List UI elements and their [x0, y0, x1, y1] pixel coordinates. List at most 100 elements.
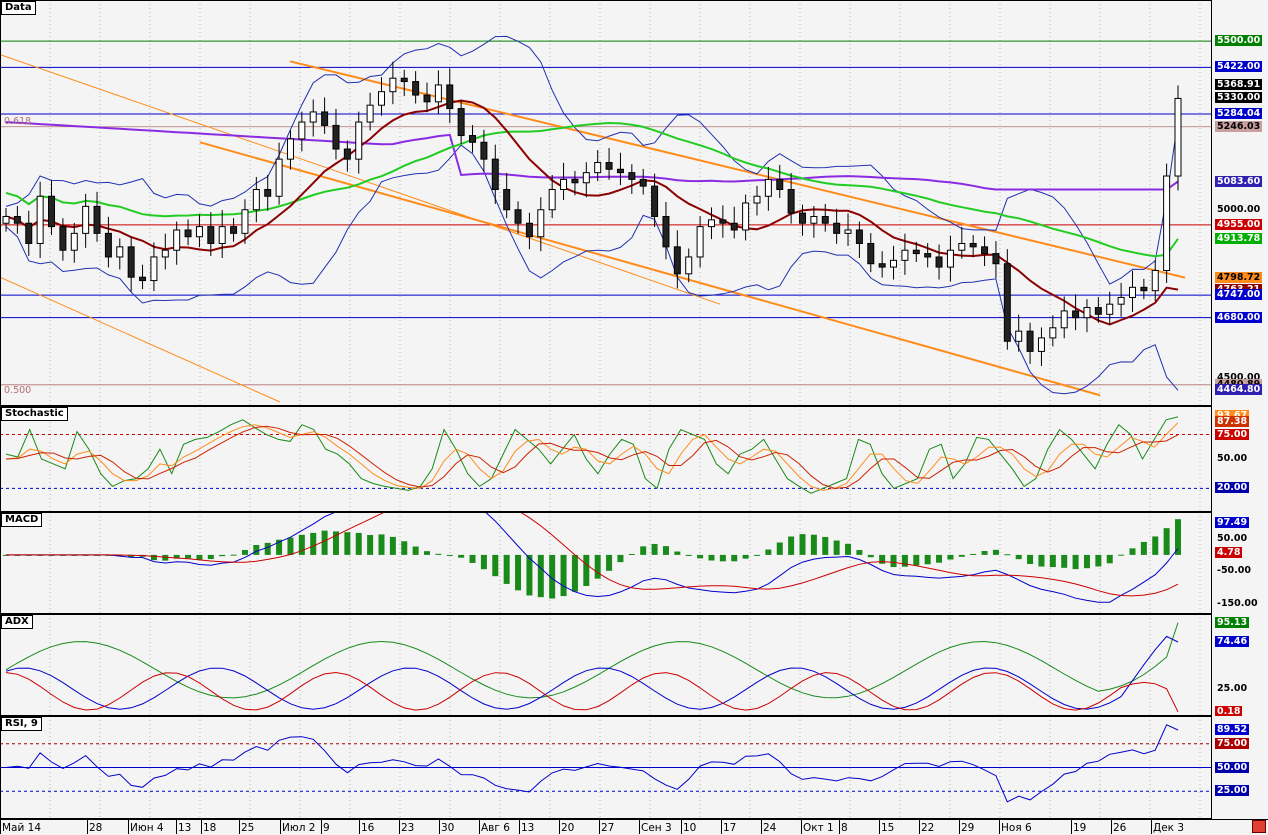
candle-body [685, 256, 693, 275]
rsi-line [5, 724, 1179, 803]
candle [332, 108, 340, 160]
candle [639, 168, 647, 195]
time-axis-label: 27 [601, 822, 615, 834]
adx-panel-title: ADX [1, 615, 33, 629]
time-axis-label: 24 [763, 822, 777, 834]
candle [1083, 299, 1091, 333]
axis-label: 5422.00 [1215, 61, 1263, 72]
time-axis-tick [639, 820, 640, 834]
stochastic-chart[interactable] [0, 406, 1268, 512]
candle [412, 71, 420, 104]
axis-label: 4747.00 [1215, 289, 1263, 300]
candle [969, 235, 977, 258]
candle-body [241, 209, 249, 234]
candle [833, 208, 841, 244]
candle [82, 193, 90, 248]
scroll-button[interactable] [1252, 820, 1266, 833]
time-axis-tick [201, 820, 202, 834]
candle [36, 181, 44, 258]
time-axis-tick [761, 820, 762, 834]
candle-body [867, 242, 875, 265]
candle [127, 236, 135, 292]
candle [400, 69, 408, 97]
macd-histogram-bar [992, 549, 999, 555]
macd-histogram-bar [856, 550, 863, 555]
candle-body [571, 178, 579, 184]
adx-panel: ADX 95.13 74.46 25.00 0.18 [0, 614, 1268, 717]
macd-histogram-bar [1049, 554, 1056, 568]
macd-histogram-bar [401, 541, 408, 555]
candle-body [1163, 175, 1171, 271]
candle-body [514, 209, 522, 224]
macd-histogram-bar [799, 534, 806, 555]
macd-histogram-bar [503, 554, 510, 584]
macd-histogram-bar [924, 554, 931, 565]
candle-body [36, 195, 44, 244]
macd-histogram-bar [788, 536, 795, 555]
candle [730, 206, 738, 239]
candle [59, 218, 67, 261]
candle [605, 148, 613, 180]
candle-body [651, 185, 659, 217]
adx-chart[interactable] [0, 614, 1268, 716]
time-axis-tick [681, 820, 682, 834]
axis-label: 50.00 [1217, 453, 1248, 464]
candle-body [343, 148, 351, 160]
candle [139, 264, 147, 290]
candle-body [753, 195, 761, 204]
rsi-chart[interactable] [0, 716, 1268, 819]
macd-histogram-bar [1072, 554, 1079, 570]
candle-body [912, 249, 920, 255]
macd-histogram-bar [241, 549, 248, 555]
macd-histogram-bar [287, 537, 294, 555]
candle-body [400, 77, 408, 83]
macd-histogram-bar [1175, 519, 1181, 555]
candle [662, 201, 670, 260]
candle [195, 214, 203, 248]
price-chart[interactable] [0, 0, 1268, 406]
candle [218, 210, 226, 258]
candle-body [286, 138, 294, 160]
macd-histogram-bar [1083, 554, 1090, 569]
macd-histogram-bar [321, 530, 328, 555]
candle-body [218, 226, 226, 244]
candle-body [844, 229, 852, 234]
macd-histogram-bar [845, 543, 852, 555]
axis-label: 87.38 [1215, 416, 1250, 427]
time-axis-tick [0, 820, 1, 834]
candle-body [252, 189, 260, 211]
time-axis-label: 8 [841, 822, 848, 834]
axis-label: 74.46 [1215, 636, 1250, 647]
candle [685, 248, 693, 283]
macd-chart[interactable] [0, 512, 1268, 614]
candle [1106, 291, 1114, 325]
macd-histogram-bar [776, 542, 783, 555]
macd-histogram-bar [1129, 548, 1136, 555]
candle [594, 150, 602, 182]
time-axis-tick [176, 820, 177, 834]
candle-body [332, 124, 340, 150]
macd-histogram-bar [219, 554, 226, 557]
macd-histogram-bar [1061, 554, 1068, 568]
fib-500-label: 0.500 [4, 385, 32, 396]
candle-body [59, 226, 67, 251]
macd-histogram-bar [640, 546, 647, 555]
macd-histogram-bar [424, 551, 431, 555]
candle-body [127, 246, 135, 278]
time-axis-tick [879, 820, 880, 834]
axis-label: 75.00 [1215, 429, 1250, 440]
time-axis-label: 16 [361, 822, 375, 834]
macd-histogram-bar [458, 554, 465, 558]
macd-histogram-bar [207, 554, 214, 560]
macd-histogram-bar [196, 554, 203, 560]
macd-histogram-bar [958, 554, 965, 557]
candle [742, 194, 750, 241]
candle [901, 233, 909, 275]
candle-body [230, 226, 238, 234]
candle [935, 244, 943, 280]
candle [651, 173, 659, 227]
candle-body [1151, 269, 1159, 292]
candle-body [639, 178, 647, 187]
macd-histogram-bar [276, 539, 283, 555]
candle-body [981, 246, 989, 255]
